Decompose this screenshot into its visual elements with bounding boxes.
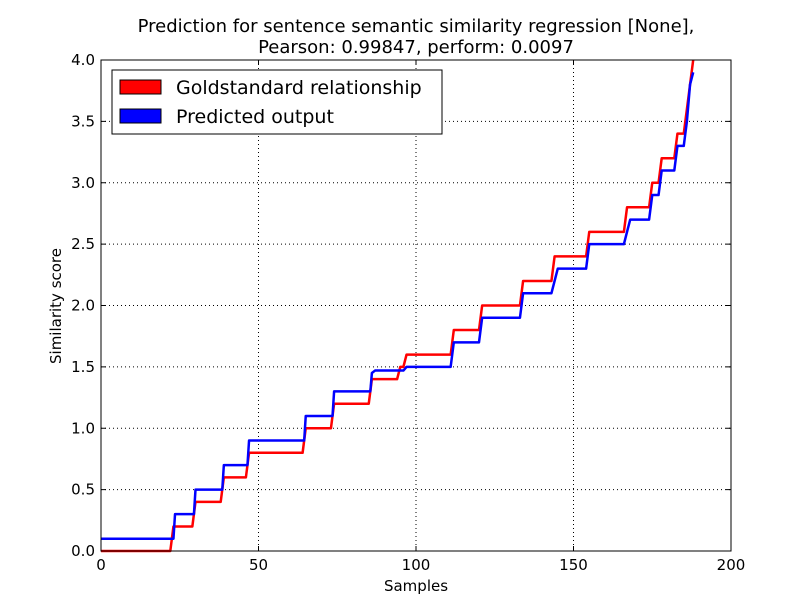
y-tick-label: 0.5 <box>71 481 95 499</box>
legend-swatch-gold <box>119 79 162 95</box>
legend-label-gold: Goldstandard relationship <box>176 77 422 99</box>
y-tick-label: 1.0 <box>71 419 95 437</box>
x-tick-label: 200 <box>717 556 746 574</box>
y-tick-label: 4.0 <box>71 51 95 69</box>
x-tick-label: 100 <box>402 556 431 574</box>
chart-title-line-1: Prediction for sentence semantic similar… <box>138 16 695 37</box>
y-tick-label: 2.0 <box>71 297 95 315</box>
axis-ticks: 0 50 100 150 200 0.0 0.5 1.0 1.5 2.0 2.5 3.0 3.5 4.0 <box>71 51 745 574</box>
y-tick-label: 3.5 <box>71 112 95 130</box>
x-tick-label: 150 <box>559 556 588 574</box>
legend-swatch-predicted <box>119 108 162 124</box>
legend-box <box>111 69 443 135</box>
legend-label-predicted: Predicted output <box>176 106 334 128</box>
legend: Goldstandard relationship Predicted outp… <box>111 69 443 135</box>
gold-series-line <box>101 59 695 553</box>
x-axis-label: Samples <box>384 577 448 595</box>
chart-title-line-2: Pearson: 0.99847, perform: 0.0097 <box>258 37 574 58</box>
y-tick-label: 1.5 <box>71 358 95 376</box>
x-tick-label: 50 <box>249 556 268 574</box>
y-tick-label: 2.5 <box>71 235 95 253</box>
series-lines <box>101 59 695 553</box>
y-tick-label: 0.0 <box>71 542 95 560</box>
predicted-series-line <box>101 71 695 540</box>
y-tick-label: 3.0 <box>71 174 95 192</box>
x-tick-label: 0 <box>96 556 106 574</box>
y-axis-label: Similarity score <box>47 248 65 364</box>
